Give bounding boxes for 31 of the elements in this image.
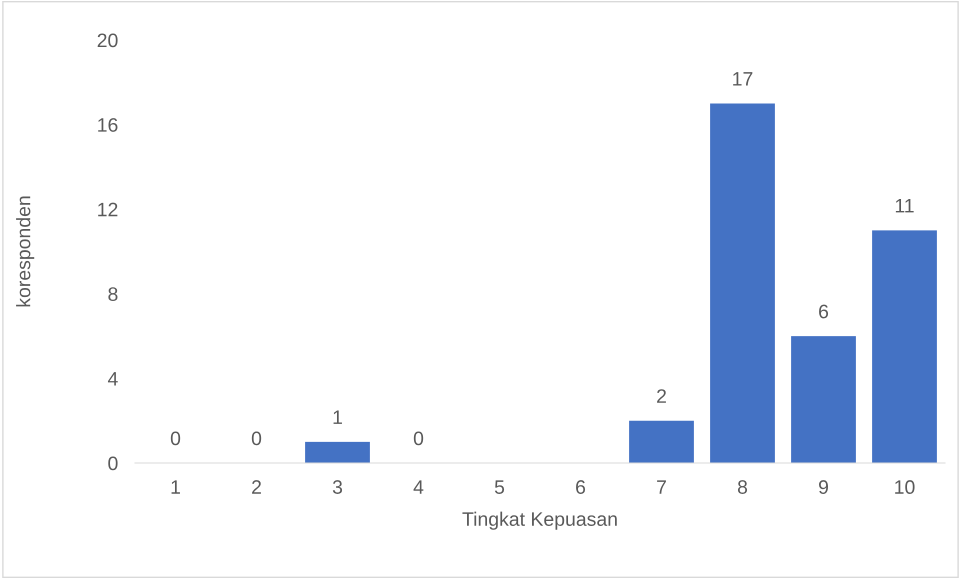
x-tick-label: 8 (738, 480, 748, 494)
y-tick-label: 16 (98, 118, 118, 132)
y-tick-label: 8 (108, 287, 118, 302)
x-tick-label: 10 (895, 480, 915, 494)
data-label: 2 (657, 389, 666, 403)
x-axis-title: Tingkat Kepuasan (462, 512, 617, 530)
y-tick-label: 20 (98, 33, 118, 48)
data-label: 0 (252, 432, 262, 446)
bar (791, 336, 856, 463)
data-label: 17 (733, 72, 752, 86)
x-tick-label: 5 (494, 480, 504, 494)
x-tick-label: 7 (657, 480, 666, 494)
bar (710, 103, 775, 463)
data-label: 11 (896, 199, 914, 212)
data-label: 0 (414, 432, 424, 446)
data-label: 0 (170, 432, 180, 446)
x-tick-label: 4 (414, 480, 424, 494)
y-tick-label: 0 (108, 456, 118, 470)
data-label: 1 (334, 410, 342, 424)
bar (872, 230, 937, 463)
x-tick-label: 2 (252, 480, 261, 494)
y-axis-title: koresponden (16, 196, 34, 306)
y-tick-label: 4 (108, 372, 118, 386)
bar (305, 442, 370, 463)
bar (629, 420, 694, 463)
x-tick-label: 3 (332, 480, 342, 494)
x-tick-label: 9 (819, 480, 828, 494)
y-tick-label: 12 (98, 202, 118, 216)
x-tick-label: 1 (172, 480, 180, 494)
x-tick-label: 6 (576, 480, 586, 494)
data-label: 6 (819, 304, 828, 318)
